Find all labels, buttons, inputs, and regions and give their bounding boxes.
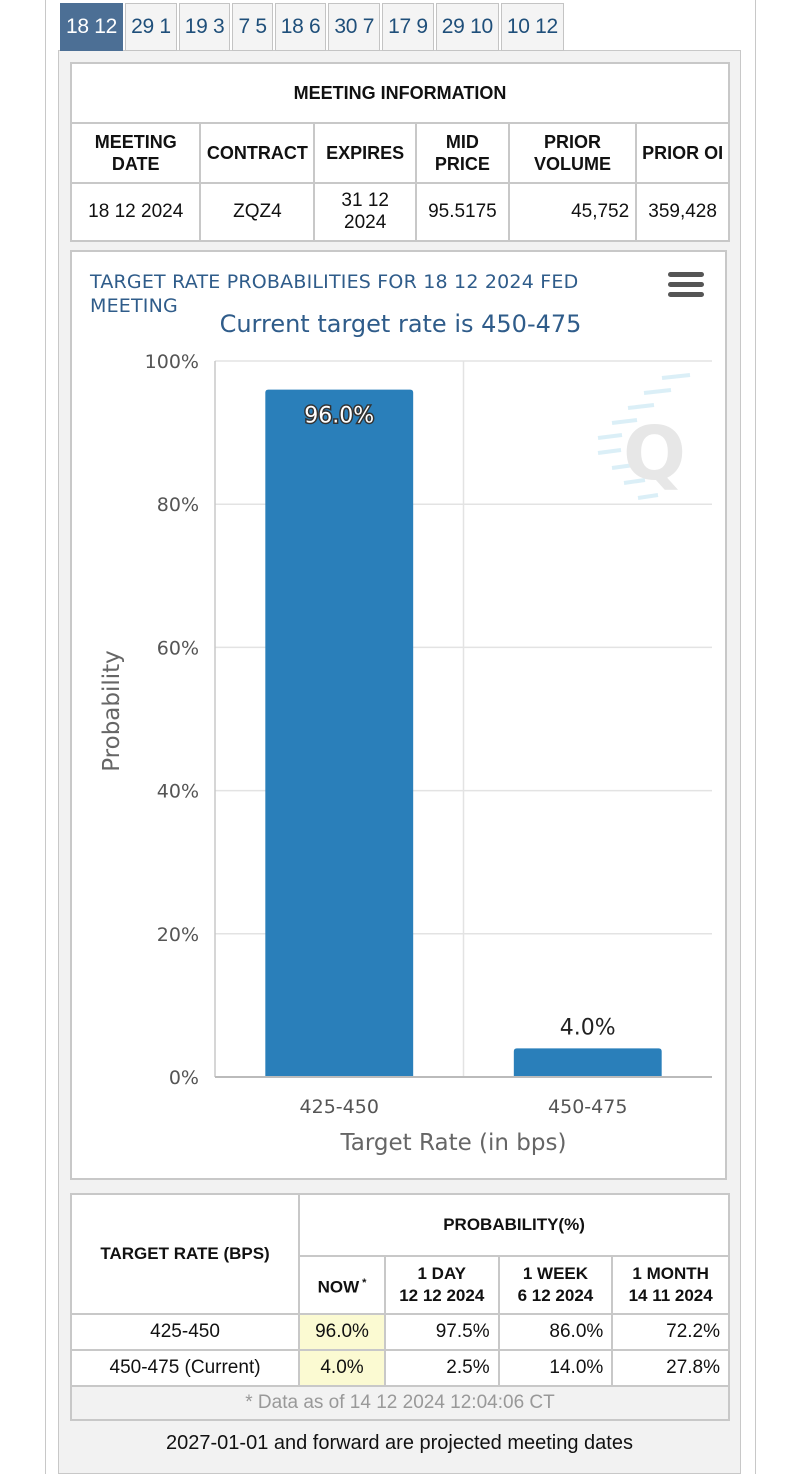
meeting-info-title: MEETING INFORMATION [70,62,730,124]
cell-expires: 31 12 2024 [313,182,418,242]
tab-meeting-3[interactable]: 7 5 [232,3,273,51]
q-logo-watermark: Q [597,373,691,500]
cell-1-month: 72.2% [611,1313,730,1351]
header-1-day: 1 DAY 12 12 2024 [383,1255,500,1315]
cell-meeting-date: 18 12 2024 [69,182,202,242]
y-tick-label: 40% [157,781,199,803]
bar-425-450 [265,389,414,1077]
header-now: NOW * [298,1255,386,1315]
cell-mid-price: 95.5175 [415,182,510,242]
meeting-information-table: MEETING INFORMATION MEETING DATE CONTRAC… [69,62,730,242]
header-prior-oi: PRIOR OI [635,122,730,184]
header-meeting-date: MEETING DATE [69,122,202,184]
data-label: 96.0% [304,404,374,429]
header-mid-price: MID PRICE [415,122,510,184]
header-expires: EXPIRES [313,122,418,184]
cell-1-week: 14.0% [497,1349,614,1387]
y-tick-label: 20% [157,924,199,946]
cell-1-day: 97.5% [383,1313,500,1351]
chart-title: TARGET RATE PROBABILITIES FOR 18 12 2024… [90,271,579,317]
tab-meeting-5[interactable]: 30 7 [328,3,381,51]
bar-450-475 [513,1048,662,1077]
tab-meeting-8[interactable]: 10 12 [500,3,564,51]
projected-dates-note: 2027-01-01 and forward are projected mee… [166,1432,633,1454]
cell-rate: 450-475 (Current) [69,1349,301,1387]
cell-rate: 425-450 [69,1313,301,1351]
probability-table: TARGET RATE (BPS) PROBABILITY(%) NOW * 1 … [69,1193,730,1421]
x-tick-label: 450-475 [548,1096,627,1118]
header-contract: CONTRACT [199,122,316,184]
probability-chart: Q 0% 20% 40% 60% 80% 100% 96.0% 425-450 4.0% 450-4… [99,351,712,1156]
tab-meeting-1[interactable]: 29 1 [125,3,177,51]
tab-meeting-6[interactable]: 17 9 [382,3,434,51]
header-prior-volume: PRIOR VOLUME [507,122,638,184]
cell-prior-oi: 359,428 [635,182,730,242]
y-tick-label: 80% [157,494,199,516]
table-row: 425-450 96.0% 97.5% 86.0% 72.2% [69,1313,730,1351]
header-1-month: 1 MONTH 14 11 2024 [611,1255,730,1315]
x-tick-label: 425-450 [300,1096,379,1118]
y-tick-label: 0% [169,1067,199,1089]
cell-now: 96.0% [298,1313,386,1351]
header-1-week: 1 WEEK 6 12 2024 [497,1255,614,1315]
tab-meeting-0[interactable]: 18 12 [60,3,124,51]
hamburger-menu-icon[interactable] [668,272,704,302]
svg-text:Q: Q [623,411,686,497]
header-probability: PROBABILITY(%) [298,1193,730,1257]
y-tick-label: 100% [145,351,199,373]
data-label: 4.0% [560,1015,616,1040]
chart-subtitle: Current target rate is 450-475 [219,310,582,338]
y-axis-title: Probability [99,650,125,772]
probability-chart-card: Q 0% 20% 40% 60% 80% 100% 96.0% 425-450 4.0% 450-4… [70,250,727,1180]
tab-meeting-7[interactable]: 29 10 [435,3,499,51]
table-row: 450-475 (Current) 4.0% 2.5% 14.0% 27.8% [69,1349,730,1387]
y-tick-label: 60% [157,637,199,659]
x-axis-title: Target Rate (in bps) [340,1130,567,1156]
tab-meeting-4[interactable]: 18 6 [274,3,327,51]
header-target-rate: TARGET RATE (BPS) [69,1193,301,1315]
cell-1-week: 86.0% [497,1313,614,1351]
cell-contract: ZQZ4 [199,182,316,242]
cell-prior-volume: 45,752 [507,182,638,242]
cell-1-month: 27.8% [611,1349,730,1387]
tab-meeting-2[interactable]: 19 3 [178,3,231,51]
cell-now: 4.0% [298,1349,386,1387]
data-as-of-footnote: * Data as of 14 12 2024 12:04:06 CT [70,1385,730,1421]
meeting-date-tabs: 18 12 29 1 19 3 7 5 18 6 30 7 17 9 29 10… [60,3,566,51]
cell-1-day: 2.5% [383,1349,500,1387]
